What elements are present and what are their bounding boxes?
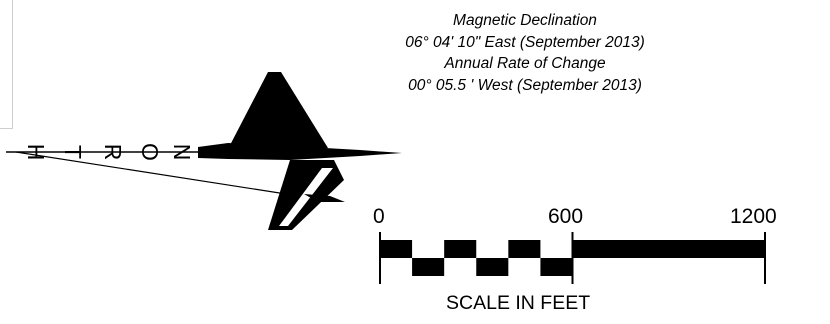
scale-label-0: 0 bbox=[373, 205, 385, 228]
scale-segment-1 bbox=[412, 258, 445, 276]
north-letter-h: H bbox=[23, 144, 49, 161]
north-letter-o: O bbox=[137, 143, 163, 161]
arrow-tail-fin bbox=[304, 194, 345, 202]
wing-stripe bbox=[279, 168, 333, 226]
magnetic-north-line bbox=[15, 151, 319, 200]
scale-segment-2 bbox=[444, 240, 477, 258]
scale-segment-coarse bbox=[572, 240, 765, 258]
scale-label-600: 600 bbox=[548, 205, 584, 228]
declination-title: Magnetic Declination bbox=[453, 12, 597, 29]
scale-title: SCALE IN FEET bbox=[446, 292, 591, 314]
scale-segment-3 bbox=[476, 258, 509, 276]
declination-value: 06° 04' 10" East (September 2013) bbox=[405, 33, 645, 51]
scale-label-1200: 1200 bbox=[730, 205, 777, 228]
north-letter-n: N bbox=[169, 144, 195, 161]
magnetic-declination-note: Magnetic Declination 06° 04' 10" East (S… bbox=[380, 10, 670, 96]
arrow-body bbox=[198, 143, 402, 160]
north-letter-r: R bbox=[100, 144, 126, 161]
scale-segment-5 bbox=[540, 258, 573, 276]
scale-segment-4 bbox=[508, 240, 541, 258]
rate-of-change-value: 00° 05.5 ' West (September 2013) bbox=[408, 76, 642, 94]
arrow-upper-wing bbox=[228, 72, 328, 152]
legend-box-edge bbox=[0, 0, 13, 129]
rate-of-change-title: Annual Rate of Change bbox=[444, 55, 606, 72]
north-letter-t: T bbox=[60, 145, 86, 159]
scale-segment-0 bbox=[380, 240, 413, 258]
